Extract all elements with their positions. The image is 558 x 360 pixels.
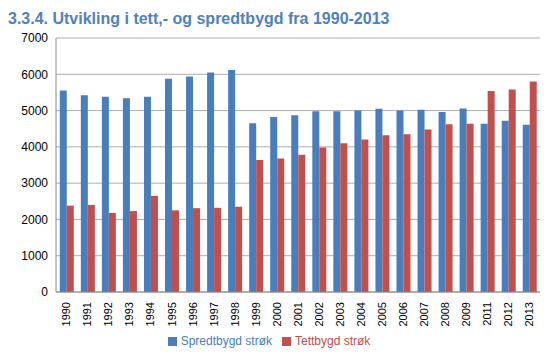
svg-text:1998: 1998	[229, 302, 241, 326]
svg-text:6000: 6000	[21, 68, 48, 82]
svg-text:2009: 2009	[460, 302, 472, 326]
svg-text:1991: 1991	[81, 302, 93, 326]
html-text:Tettbygd strøk: Tettbygd strøk	[295, 334, 371, 348]
svg-text:3000: 3000	[21, 176, 48, 190]
svg-text:2013: 2013	[523, 302, 535, 326]
svg-text:2011: 2011	[481, 302, 493, 326]
svg-text:7000: 7000	[21, 31, 48, 45]
svg-text:1997: 1997	[208, 302, 220, 326]
svg-text:2000: 2000	[271, 302, 283, 326]
svg-text:0: 0	[41, 285, 48, 299]
svg-text:1990: 1990	[60, 302, 72, 326]
svg-text:1000: 1000	[21, 249, 48, 263]
svg-text:2000: 2000	[21, 213, 48, 227]
svg-text:1992: 1992	[102, 302, 114, 326]
svg-text:1999: 1999	[250, 302, 262, 326]
svg-text:1994: 1994	[145, 302, 157, 326]
svg-text:2005: 2005	[376, 302, 388, 326]
svg-text:2002: 2002	[313, 302, 325, 326]
svg-text:1993: 1993	[123, 302, 135, 326]
html-text:Spredtbygd strøk: Spredtbygd strøk	[180, 334, 272, 348]
svg-text:5000: 5000	[21, 104, 48, 118]
svg-text:2001: 2001	[292, 302, 304, 326]
svg-text:2004: 2004	[355, 302, 367, 326]
svg-text:1996: 1996	[187, 302, 199, 326]
svg-text:2008: 2008	[439, 302, 451, 326]
html-text:3.3.4. Utvikling i tett,- og s: 3.3.4. Utvikling i tett,- og spredtbygd …	[8, 10, 390, 27]
svg-text:4000: 4000	[21, 140, 48, 154]
svg-text:1995: 1995	[166, 302, 178, 326]
svg-text:2007: 2007	[418, 302, 430, 326]
svg-text:2012: 2012	[502, 302, 514, 326]
svg-text:2006: 2006	[397, 302, 409, 326]
svg-text:2003: 2003	[334, 302, 346, 326]
